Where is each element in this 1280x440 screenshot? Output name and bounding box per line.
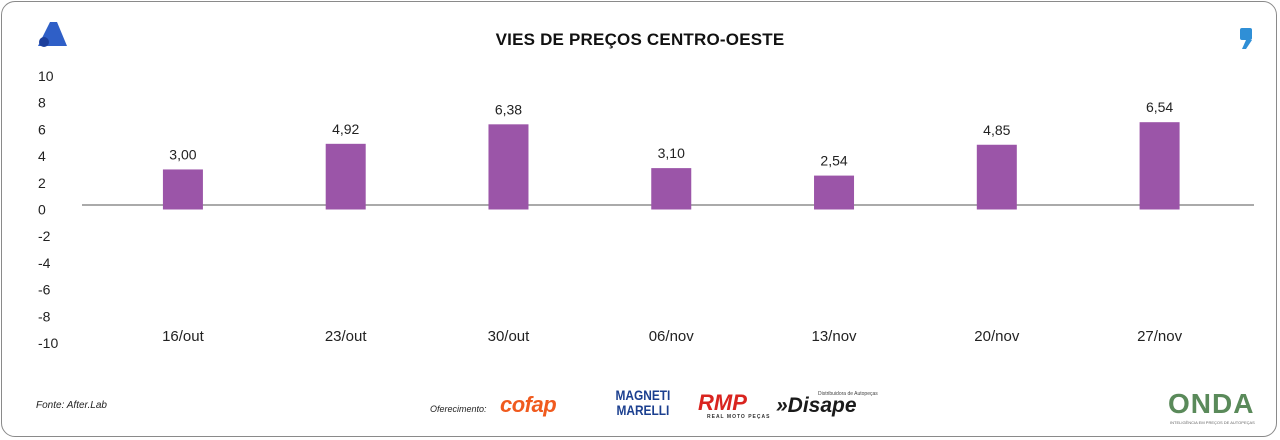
data-label: 3,10 xyxy=(658,145,685,161)
rmp-subtitle: REAL MOTO PEÇAS xyxy=(707,414,771,420)
onda-logo: ONDA xyxy=(1168,388,1255,419)
bar xyxy=(976,144,1017,210)
x-tick-label: 27/nov xyxy=(1137,328,1183,345)
data-label: 3,00 xyxy=(169,146,196,162)
x-tick-label: 13/nov xyxy=(812,328,858,345)
bar xyxy=(814,175,855,210)
disape-subtitle: Distribuidora de Autopeças xyxy=(818,391,878,397)
bar xyxy=(1139,122,1180,210)
bar xyxy=(325,143,366,210)
y-tick-label: 10 xyxy=(38,68,54,84)
x-tick-label: 16/out xyxy=(162,328,205,345)
y-tick-label: -8 xyxy=(38,308,51,324)
x-tick-label: 30/out xyxy=(488,328,531,345)
y-tick-label: 2 xyxy=(38,175,46,191)
y-tick-label: -2 xyxy=(38,228,51,244)
y-tick-label: 6 xyxy=(38,121,46,137)
x-tick-label: 23/out xyxy=(325,328,368,345)
y-tick-label: -4 xyxy=(38,255,51,271)
x-tick-label: 06/nov xyxy=(649,328,695,345)
x-tick-label: 20/nov xyxy=(974,328,1020,345)
rmp-logo: RMP xyxy=(698,390,747,415)
y-tick-label: 4 xyxy=(38,148,46,164)
data-label: 2,54 xyxy=(820,153,847,169)
chart-title: VIES DE PREÇOS CENTRO-OESTE xyxy=(495,30,785,49)
sponsor-label: Oferecimento: xyxy=(430,404,487,414)
data-label: 4,92 xyxy=(332,121,359,137)
y-tick-label: 8 xyxy=(38,95,46,111)
comma-logo-icon xyxy=(1240,28,1252,49)
data-label: 6,54 xyxy=(1146,99,1173,115)
y-tick-label: -10 xyxy=(38,335,58,351)
bar xyxy=(488,124,529,210)
cofap-logo: cofap xyxy=(500,392,557,417)
disape-logo: »Disape xyxy=(776,394,857,417)
a-logo-icon xyxy=(38,22,67,47)
bar xyxy=(162,169,203,210)
data-label: 4,85 xyxy=(983,122,1010,138)
magneti-marelli-logo: MAGNETI MARELLI xyxy=(615,387,671,418)
onda-subtitle: INTELIGÊNCIA EM PREÇOS DE AUTOPEÇAS xyxy=(1170,420,1255,425)
data-label: 6,38 xyxy=(495,101,522,117)
y-tick-label: 0 xyxy=(38,202,46,218)
source-note: Fonte: After.Lab xyxy=(36,400,107,411)
bar xyxy=(651,168,692,210)
y-tick-label: -6 xyxy=(38,282,51,298)
